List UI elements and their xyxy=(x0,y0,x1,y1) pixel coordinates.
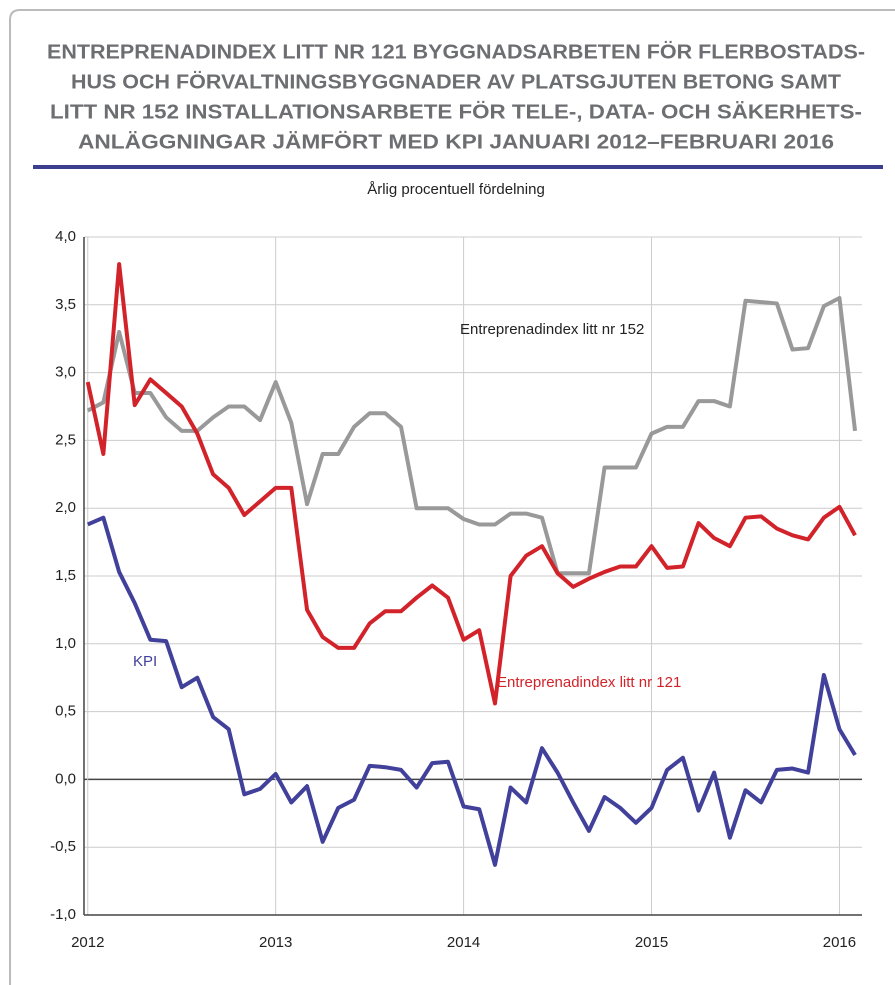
y-tick-label: -1,0 xyxy=(50,906,76,923)
chart-title: LITT NR 152 INSTALLATIONSARBETE FÖR TELE… xyxy=(50,100,862,123)
chart-title: HUS OCH FÖRVALTNINGSBYGGNADER AV PLATSGJ… xyxy=(71,70,841,93)
x-tick-label: 2013 xyxy=(259,934,292,951)
series-line xyxy=(85,262,857,706)
x-tick-label: 2012 xyxy=(71,934,104,951)
y-tick-label: 3,5 xyxy=(55,296,76,313)
y-tick-label: 4,0 xyxy=(55,228,76,245)
series-label: KPI xyxy=(133,653,157,670)
frame xyxy=(9,9,895,985)
y-tick-label: 0,5 xyxy=(55,703,76,720)
y-tick-label: -0,5 xyxy=(50,838,76,855)
y-tick-label: 2,0 xyxy=(55,499,76,516)
title-rule xyxy=(33,165,883,169)
x-tick-label: 2015 xyxy=(635,934,668,951)
chart-subtitle: Årlig procentuell fördelning xyxy=(367,181,545,198)
x-tick-label: 2014 xyxy=(447,934,480,951)
chart-title: ANLÄGGNINGAR JÄMFÖRT MED KPI JANUARI 201… xyxy=(78,130,834,153)
y-tick-label: 1,5 xyxy=(55,567,76,584)
x-tick-label: 2016 xyxy=(823,934,856,951)
series-label: Entreprenadindex litt nr 121 xyxy=(497,674,681,691)
y-tick-label: 3,0 xyxy=(55,364,76,381)
chart-title: ENTREPRENADINDEX LITT NR 121 BYGGNADSARB… xyxy=(47,40,865,63)
y-tick-label: 1,0 xyxy=(55,635,76,652)
y-tick-label: 0,0 xyxy=(55,770,76,787)
series-line xyxy=(86,296,858,576)
series-line xyxy=(86,515,857,867)
y-tick-label: 2,5 xyxy=(55,431,76,448)
series-label: Entreprenadindex litt nr 152 xyxy=(460,321,644,338)
